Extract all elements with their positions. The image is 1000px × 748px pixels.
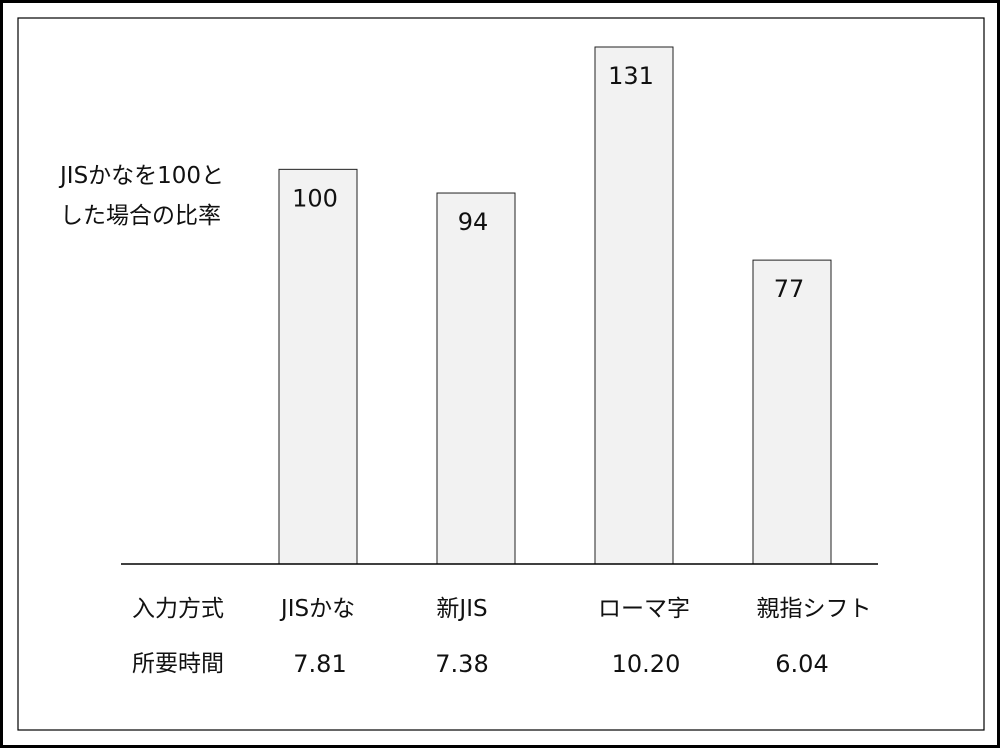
time-label-1: 7.81 xyxy=(293,650,346,678)
y-axis-label-line-2: した場合の比率 xyxy=(60,203,221,229)
bar-value-label-1: 100 xyxy=(292,184,338,212)
bar-3 xyxy=(594,46,674,565)
time-label-4: 6.04 xyxy=(775,650,828,678)
time-label-3: 10.20 xyxy=(612,650,681,678)
y-axis-label-line-1: JISかなを100と xyxy=(58,163,224,189)
bar-1 xyxy=(278,168,358,565)
category-label-group: JISかな 新JIS ローマ字 親指シフト xyxy=(279,596,872,622)
category-label-4: 親指シフト xyxy=(757,596,872,622)
bar-value-label-2: 94 xyxy=(458,208,489,236)
bar-value-label-4: 77 xyxy=(774,275,805,303)
bar-value-label-3: 131 xyxy=(608,62,654,90)
time-label-2: 7.38 xyxy=(435,650,488,678)
bar-2 xyxy=(436,192,516,565)
category-label-1: JISかな xyxy=(279,596,355,622)
time-label-group: 7.81 7.38 10.20 6.04 xyxy=(293,650,828,678)
inner-border xyxy=(17,17,985,731)
category-label-2: 新JIS xyxy=(436,596,487,622)
value-label-group: 100 94 131 77 xyxy=(292,62,804,303)
bar-4 xyxy=(752,259,832,565)
row-header-time: 所要時間 xyxy=(132,651,224,677)
category-label-3: ローマ字 xyxy=(598,596,690,622)
row-header-method: 入力方式 xyxy=(132,596,224,622)
